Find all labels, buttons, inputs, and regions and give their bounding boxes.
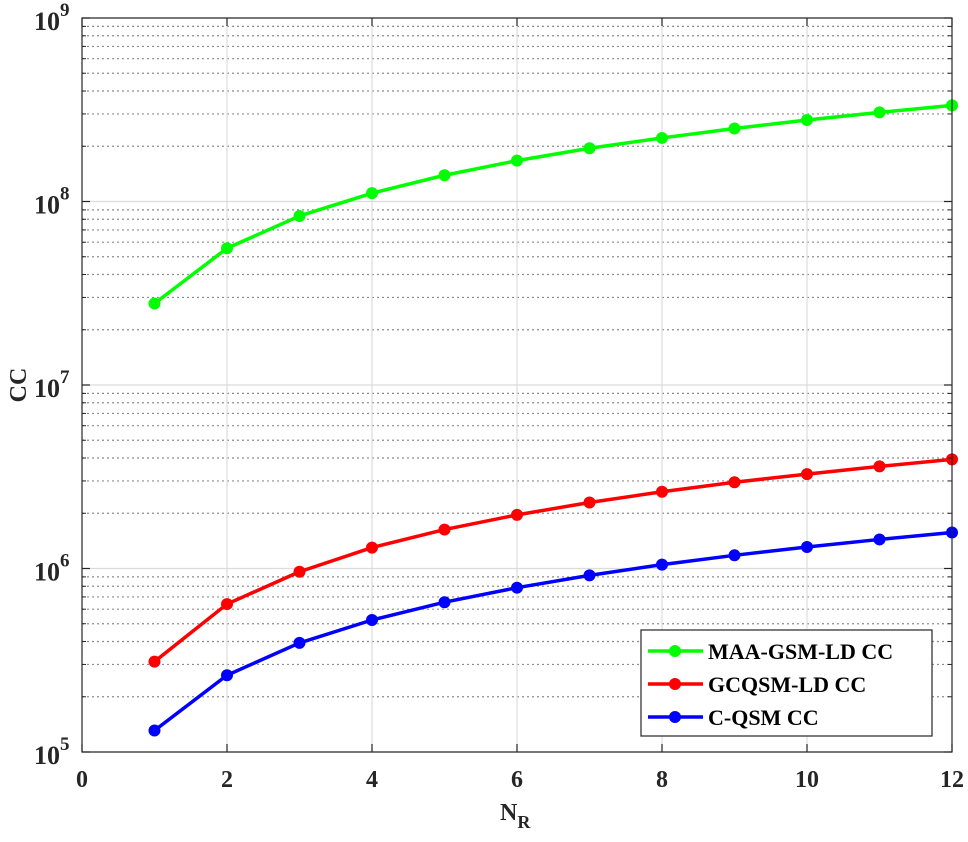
data-point-marker xyxy=(438,169,451,182)
x-tick-label: 12 xyxy=(940,767,964,793)
y-tick-labels: 105 106 107 108 109 xyxy=(34,0,70,770)
svg-text:GCQSM-LD CC: GCQSM-LD CC xyxy=(708,672,866,697)
data-point-marker xyxy=(873,106,886,119)
data-point-marker xyxy=(438,596,451,609)
x-tick-labels: 0 2 4 6 8 10 12 xyxy=(76,767,964,793)
data-point-marker xyxy=(221,598,233,611)
data-point-marker xyxy=(148,724,161,737)
series-maa-gsm-ld-cc xyxy=(148,99,958,310)
data-point-marker xyxy=(656,558,668,571)
data-point-marker xyxy=(873,533,886,546)
data-point-marker xyxy=(583,496,596,509)
x-tick-label: 2 xyxy=(221,767,233,793)
data-point-marker xyxy=(656,485,668,498)
svg-text:MAA-GSM-LD CC: MAA-GSM-LD CC xyxy=(708,639,893,664)
y-tick-label: 109 xyxy=(34,0,70,36)
data-point-marker xyxy=(728,122,741,135)
y-tick-label: 105 xyxy=(34,734,70,770)
axis-ticks xyxy=(81,17,953,753)
data-point-marker xyxy=(293,565,306,578)
svg-text:C-QSM CC: C-QSM CC xyxy=(708,705,819,730)
data-point-marker xyxy=(728,549,741,562)
data-point-marker xyxy=(438,523,451,536)
legend: MAA-GSM-LD CC GCQSM-LD CC C-QSM CC xyxy=(640,629,933,737)
grid-lines xyxy=(82,17,952,753)
data-point-marker xyxy=(511,581,523,594)
data-point-marker xyxy=(583,569,596,582)
x-tick-label: 8 xyxy=(656,767,668,793)
legend-item-c-qsm: C-QSM CC xyxy=(648,705,819,730)
x-tick-label: 0 xyxy=(76,767,88,793)
data-point-marker xyxy=(293,636,306,649)
x-tick-label: 6 xyxy=(511,767,523,793)
y-tick-label: 108 xyxy=(34,184,70,220)
data-point-marker xyxy=(801,114,813,127)
legend-marker-icon xyxy=(669,711,681,723)
data-point-marker xyxy=(293,209,306,222)
data-point-marker xyxy=(583,142,596,155)
data-point-marker xyxy=(728,476,741,489)
legend-item-maa-gsm-ld: MAA-GSM-LD CC xyxy=(648,639,893,664)
data-point-marker xyxy=(221,669,233,682)
data-point-marker xyxy=(801,540,813,553)
series-c-qsm-cc xyxy=(148,526,958,737)
data-point-marker xyxy=(366,541,378,554)
data-point-marker xyxy=(656,131,668,144)
data-point-marker xyxy=(511,508,523,521)
data-point-marker xyxy=(511,154,523,167)
data-point-marker xyxy=(366,187,378,200)
x-tick-label: 4 xyxy=(366,767,378,793)
data-point-marker xyxy=(873,460,886,473)
legend-item-gcqsm-ld: GCQSM-LD CC xyxy=(648,672,866,697)
y-tick-label: 106 xyxy=(34,551,70,587)
series-lines xyxy=(148,99,958,737)
series-gcqsm-ld-cc xyxy=(148,453,958,668)
y-axis-label: CC xyxy=(6,368,32,403)
data-point-marker xyxy=(221,242,233,255)
x-axis-label: NR xyxy=(500,800,531,832)
data-point-marker xyxy=(148,655,161,668)
data-point-marker xyxy=(366,614,378,627)
data-point-marker xyxy=(801,468,813,481)
x-tick-label: 10 xyxy=(795,767,819,793)
legend-marker-icon xyxy=(669,678,681,690)
data-point-marker xyxy=(148,297,161,310)
y-tick-label: 107 xyxy=(34,367,70,403)
legend-marker-icon xyxy=(669,645,681,657)
